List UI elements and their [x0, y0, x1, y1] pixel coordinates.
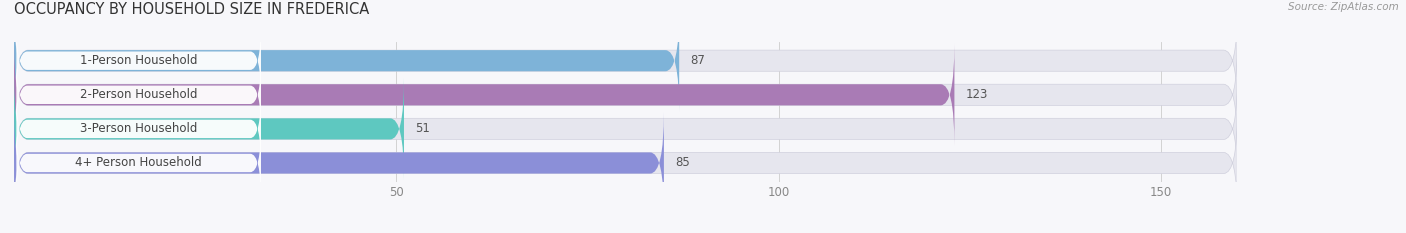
FancyBboxPatch shape	[14, 112, 1237, 214]
Text: 1-Person Household: 1-Person Household	[80, 54, 197, 67]
Text: 85: 85	[675, 157, 690, 169]
FancyBboxPatch shape	[14, 112, 664, 214]
Text: 2-Person Household: 2-Person Household	[80, 88, 197, 101]
FancyBboxPatch shape	[17, 56, 262, 133]
Text: 87: 87	[690, 54, 706, 67]
FancyBboxPatch shape	[17, 90, 262, 168]
Text: 51: 51	[415, 122, 430, 135]
Text: 3-Person Household: 3-Person Household	[80, 122, 197, 135]
FancyBboxPatch shape	[14, 44, 955, 146]
FancyBboxPatch shape	[14, 78, 1237, 180]
FancyBboxPatch shape	[14, 78, 404, 180]
Text: 4+ Person Household: 4+ Person Household	[76, 157, 202, 169]
FancyBboxPatch shape	[17, 124, 262, 202]
Text: Source: ZipAtlas.com: Source: ZipAtlas.com	[1288, 2, 1399, 12]
FancyBboxPatch shape	[14, 10, 679, 112]
FancyBboxPatch shape	[14, 10, 1237, 112]
FancyBboxPatch shape	[14, 44, 1237, 146]
Text: OCCUPANCY BY HOUSEHOLD SIZE IN FREDERICA: OCCUPANCY BY HOUSEHOLD SIZE IN FREDERICA	[14, 2, 370, 17]
FancyBboxPatch shape	[17, 22, 262, 99]
Text: 123: 123	[966, 88, 988, 101]
